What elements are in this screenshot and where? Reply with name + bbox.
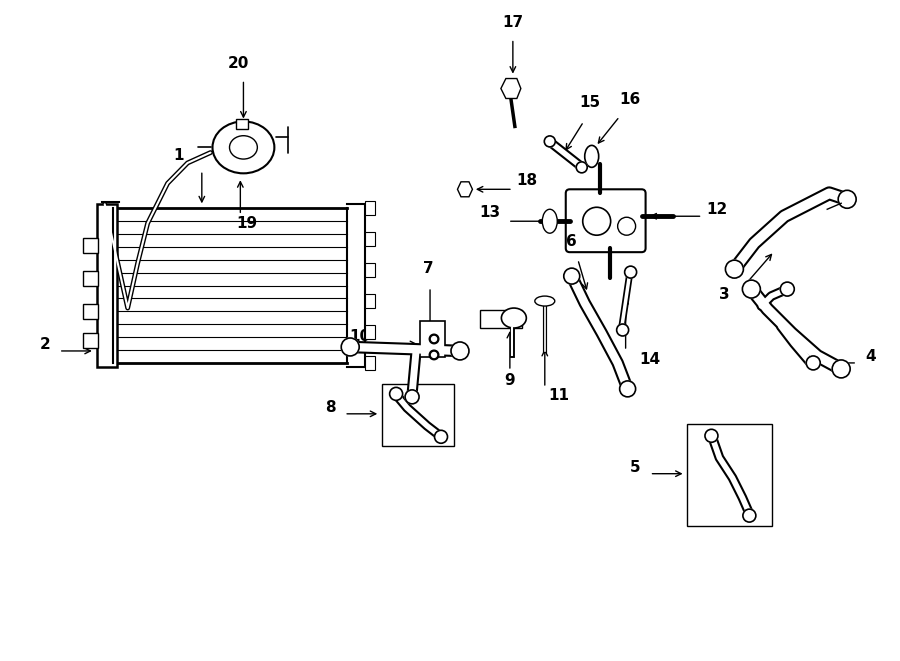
Text: 3: 3 [719,287,730,302]
Text: 14: 14 [639,352,660,367]
Circle shape [832,360,850,378]
Circle shape [725,260,743,278]
Circle shape [451,342,469,360]
Circle shape [617,217,635,235]
Circle shape [838,190,856,208]
Text: 7: 7 [423,261,434,276]
Circle shape [742,280,760,298]
Text: 9: 9 [505,373,515,388]
Circle shape [625,266,636,278]
Text: 12: 12 [706,202,727,217]
Text: 18: 18 [517,173,537,188]
Text: 19: 19 [236,216,257,231]
FancyBboxPatch shape [566,189,645,252]
Text: 1: 1 [173,148,184,163]
Bar [83,238,98,253]
Polygon shape [501,79,521,98]
Bar [96,204,117,367]
Bar [365,263,375,277]
Circle shape [429,334,439,344]
Bar [83,303,98,319]
Circle shape [576,162,587,173]
Circle shape [705,429,718,442]
Bar [83,334,98,348]
Bar [365,325,375,339]
Polygon shape [457,182,472,197]
Bar [236,119,248,129]
Bar [480,310,522,328]
Circle shape [431,352,436,358]
Bar [382,384,454,446]
Circle shape [405,390,419,404]
Circle shape [435,430,447,444]
Circle shape [619,381,635,397]
Bar [365,201,375,215]
Circle shape [806,356,820,370]
Circle shape [582,208,611,235]
Bar [420,321,445,357]
Circle shape [431,336,436,342]
Circle shape [544,136,555,147]
Circle shape [780,282,795,296]
Bar [83,270,98,286]
Text: 8: 8 [325,400,336,415]
Ellipse shape [543,210,557,233]
Text: 11: 11 [548,388,570,403]
Text: 4: 4 [866,349,877,364]
Bar [365,294,375,308]
Ellipse shape [230,136,257,159]
Circle shape [742,509,756,522]
Ellipse shape [501,308,526,328]
Bar [365,232,375,246]
Text: 2: 2 [40,337,50,352]
Circle shape [429,350,439,360]
Text: 15: 15 [579,95,600,110]
Text: 20: 20 [228,56,249,71]
Bar [365,356,375,370]
Ellipse shape [535,296,554,306]
Text: 10: 10 [349,329,371,344]
Circle shape [563,268,580,284]
Text: 17: 17 [502,15,524,30]
Bar [688,424,772,525]
Ellipse shape [212,122,274,173]
Circle shape [616,324,628,336]
Circle shape [390,387,402,401]
Text: 5: 5 [630,459,641,475]
Circle shape [341,338,359,356]
Text: 13: 13 [480,205,500,220]
Text: 6: 6 [566,234,577,249]
Text: 16: 16 [619,93,640,108]
Ellipse shape [585,145,598,167]
